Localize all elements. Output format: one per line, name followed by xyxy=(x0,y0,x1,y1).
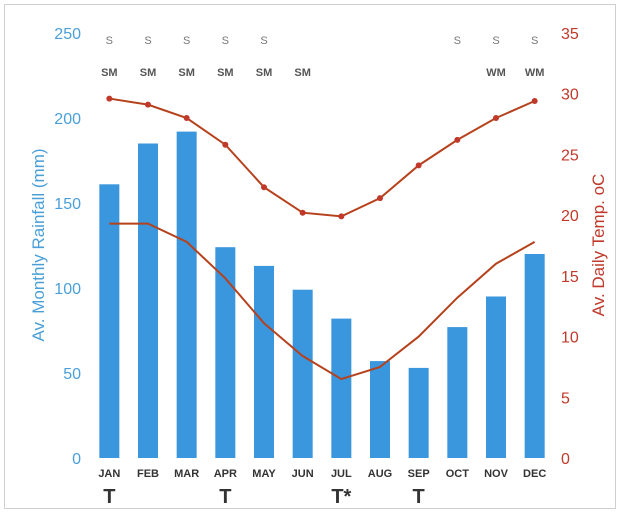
x-tick-label: JAN xyxy=(98,468,120,480)
season-m-label: SM xyxy=(101,67,118,79)
season-m-label: WM xyxy=(525,67,545,79)
y-axis-label-right: Av. Daily Temp. oC xyxy=(589,174,608,317)
x-tick-label: APR xyxy=(214,468,237,480)
rainfall-bar xyxy=(176,131,197,458)
temp-max-point xyxy=(261,184,267,191)
temp-max-point xyxy=(183,115,190,121)
chart-frame xyxy=(4,4,616,509)
temp-max-point xyxy=(222,141,229,148)
rainfall-bar xyxy=(408,367,429,458)
season-s-label: S xyxy=(222,35,229,47)
season-s-label: S xyxy=(260,35,267,47)
y-tick-right: 5 xyxy=(561,390,570,407)
y-tick-left: 200 xyxy=(54,111,81,128)
temp-max-point xyxy=(299,209,306,216)
rainfall-bar xyxy=(447,327,468,458)
x-tick-label: JUN xyxy=(292,468,314,480)
temp-max-point xyxy=(454,136,461,143)
x-tick-label: NOV xyxy=(484,468,509,480)
season-s-label: S xyxy=(531,35,538,47)
season-s-label: S xyxy=(492,35,499,47)
rainfall-bar xyxy=(292,289,313,458)
season-s-label: S xyxy=(183,35,190,47)
temp-max-point xyxy=(106,95,113,102)
y-tick-right: 30 xyxy=(561,87,579,104)
rainfall-bar xyxy=(254,265,274,458)
temp-max-point xyxy=(415,162,422,169)
temp-max-point xyxy=(338,213,345,220)
x-tick-label: MAY xyxy=(252,468,276,480)
rainfall-bar xyxy=(99,184,120,459)
y-tick-right: 0 xyxy=(561,451,570,468)
season-m-label: SM xyxy=(217,67,234,79)
y-tick-left: 100 xyxy=(54,281,81,298)
rainfall-bar xyxy=(331,318,352,458)
y-tick-left: 150 xyxy=(54,196,81,213)
season-s-label: S xyxy=(144,35,151,47)
season-s-label: S xyxy=(106,35,113,47)
bottom-mark: T* xyxy=(331,486,351,508)
season-m-label: SM xyxy=(256,67,273,79)
temp-min-line xyxy=(109,222,536,381)
y-tick-right: 20 xyxy=(561,208,579,225)
x-tick-label: JUL xyxy=(331,468,352,480)
temp-max-point xyxy=(531,98,538,104)
y-tick-right: 25 xyxy=(561,147,579,164)
rainfall-bar xyxy=(524,254,545,458)
bottom-mark: T xyxy=(413,486,425,508)
x-tick-label: AUG xyxy=(368,468,392,480)
x-tick-label: DEC xyxy=(523,468,546,480)
bottom-mark: T xyxy=(219,486,231,508)
temp-max-point xyxy=(493,115,499,121)
x-tick-label: SEP xyxy=(408,468,430,480)
y-tick-left: 250 xyxy=(54,26,81,43)
y-tick-right: 35 xyxy=(561,26,579,43)
rainfall-bar xyxy=(138,143,158,458)
temp-max-line xyxy=(109,97,536,218)
rainfall-bar xyxy=(370,361,390,458)
season-m-label: SM xyxy=(178,67,195,79)
season-m-label: SM xyxy=(140,67,157,79)
season-m-label: WM xyxy=(486,67,506,79)
x-tick-label: MAR xyxy=(174,468,199,480)
y-tick-left: 0 xyxy=(72,451,81,468)
x-tick-label: FEB xyxy=(137,468,159,480)
y-tick-left: 50 xyxy=(63,366,81,383)
rainfall-bar xyxy=(486,296,506,458)
y-tick-right: 15 xyxy=(561,269,579,286)
rainfall-bar xyxy=(215,247,236,458)
season-m-label: SM xyxy=(294,67,311,79)
y-axis-label-left: Av. Monthly Rainfall (mm) xyxy=(29,148,48,341)
y-tick-right: 10 xyxy=(561,330,579,347)
x-tick-label: OCT xyxy=(446,468,470,480)
season-s-label: S xyxy=(454,35,461,47)
bottom-mark: T xyxy=(103,486,115,508)
temp-max-point xyxy=(145,101,151,108)
temp-max-point xyxy=(377,195,383,202)
